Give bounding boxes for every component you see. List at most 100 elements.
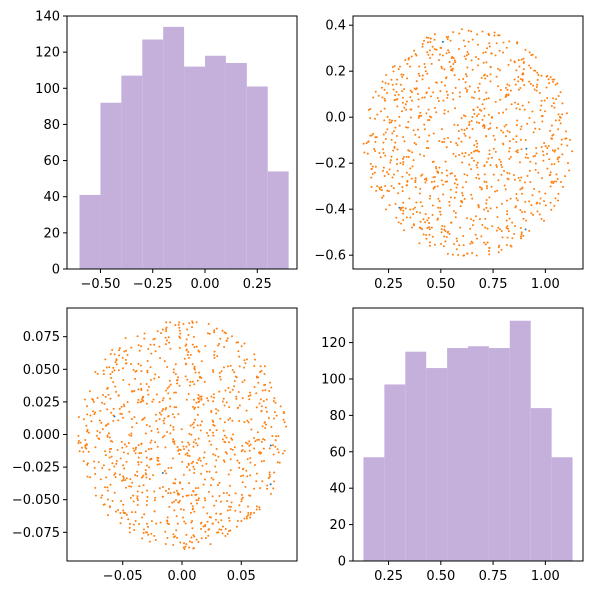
x-tick-label: 0.00	[191, 277, 220, 292]
scatter-point	[121, 367, 124, 370]
scatter-point	[217, 455, 220, 458]
scatter-point	[118, 473, 121, 476]
scatter-point	[470, 240, 473, 243]
scatter-point	[442, 245, 445, 248]
scatter-point	[269, 492, 272, 495]
scatter-point	[519, 128, 522, 131]
scatter-point	[438, 139, 441, 142]
scatter-point	[235, 395, 238, 398]
scatter-point	[414, 177, 417, 180]
scatter-point	[221, 525, 224, 528]
scatter-point	[195, 345, 198, 348]
scatter-point	[260, 460, 263, 463]
scatter-point	[214, 454, 217, 457]
scatter-point	[420, 174, 423, 177]
scatter-point	[523, 210, 526, 213]
scatter-point	[174, 373, 177, 376]
scatter-point	[281, 452, 284, 455]
scatter-point	[236, 459, 239, 462]
scatter-point	[120, 405, 123, 408]
scatter-point	[120, 440, 123, 443]
scatter-point	[473, 144, 476, 147]
scatter-point	[432, 176, 435, 179]
y-tick-label: 100	[35, 82, 60, 97]
scatter-point	[565, 130, 568, 133]
scatter-point	[269, 444, 272, 447]
scatter-point	[178, 384, 181, 387]
scatter-point	[249, 394, 252, 397]
scatter-point	[181, 516, 184, 519]
x-tick-label: 1.00	[531, 569, 560, 584]
scatter-point	[262, 438, 265, 440]
scatter-point	[111, 349, 114, 352]
scatter-point	[125, 513, 128, 516]
scatter-point	[396, 169, 399, 172]
scatter-point	[90, 420, 93, 423]
scatter-point	[513, 178, 516, 181]
scatter-point	[515, 193, 518, 196]
scatter-point	[108, 468, 111, 471]
scatter-point	[384, 99, 387, 102]
scatter-point	[386, 171, 389, 174]
scatter-point	[446, 231, 449, 234]
histogram-bar	[551, 457, 573, 561]
scatter-point	[275, 435, 278, 438]
scatter-point	[150, 429, 153, 432]
scatter-point	[197, 397, 200, 400]
scatter-point	[164, 328, 167, 331]
scatter-point	[159, 332, 162, 335]
scatter-point	[522, 57, 525, 60]
scatter-point	[498, 49, 501, 52]
scatter-point	[187, 356, 190, 359]
scatter-point	[155, 522, 158, 525]
scatter-point	[238, 365, 241, 368]
scatter-point	[276, 461, 279, 464]
scatter-point	[484, 217, 487, 220]
scatter-point	[533, 188, 536, 191]
scatter-point	[403, 88, 406, 91]
scatter-point	[458, 78, 461, 81]
scatter-point	[487, 249, 490, 252]
scatter-point	[402, 209, 405, 212]
scatter-point	[426, 51, 429, 54]
scatter-point	[546, 152, 549, 155]
y-tick-label: −0.4	[314, 203, 346, 218]
scatter-point	[401, 96, 404, 99]
scatter-point	[540, 146, 543, 149]
scatter-point	[271, 434, 274, 437]
scatter-point	[106, 498, 109, 501]
scatter-point	[469, 227, 472, 230]
scatter-point	[185, 533, 188, 536]
scatter-point	[486, 75, 489, 77]
scatter-point	[454, 107, 457, 110]
scatter-point	[190, 502, 193, 505]
scatter-point	[466, 66, 469, 69]
scatter-point	[428, 244, 431, 247]
histogram-bar	[246, 86, 268, 269]
scatter-point	[457, 130, 460, 133]
scatter-point	[398, 115, 401, 118]
scatter-point	[207, 434, 210, 437]
scatter-point	[488, 246, 491, 249]
scatter-point	[115, 510, 118, 513]
scatter-point	[241, 449, 244, 452]
scatter-point	[240, 475, 243, 478]
scatter-point	[516, 119, 519, 122]
scatter-point	[163, 422, 166, 425]
scatter-point	[199, 429, 202, 432]
scatter-point	[386, 115, 389, 118]
scatter-point	[411, 91, 414, 94]
scatter-point	[178, 346, 181, 349]
scatter-point	[422, 218, 425, 221]
scatter-point	[445, 169, 448, 172]
scatter-point	[109, 397, 112, 400]
scatter-point	[182, 473, 185, 476]
scatter-point	[410, 99, 413, 102]
scatter-point	[553, 150, 556, 153]
scatter-point	[192, 445, 195, 448]
scatter-point	[380, 186, 383, 189]
scatter-point	[484, 226, 487, 229]
scatter-point	[536, 71, 539, 74]
scatter-point	[375, 136, 378, 139]
histogram-bar	[121, 75, 143, 269]
